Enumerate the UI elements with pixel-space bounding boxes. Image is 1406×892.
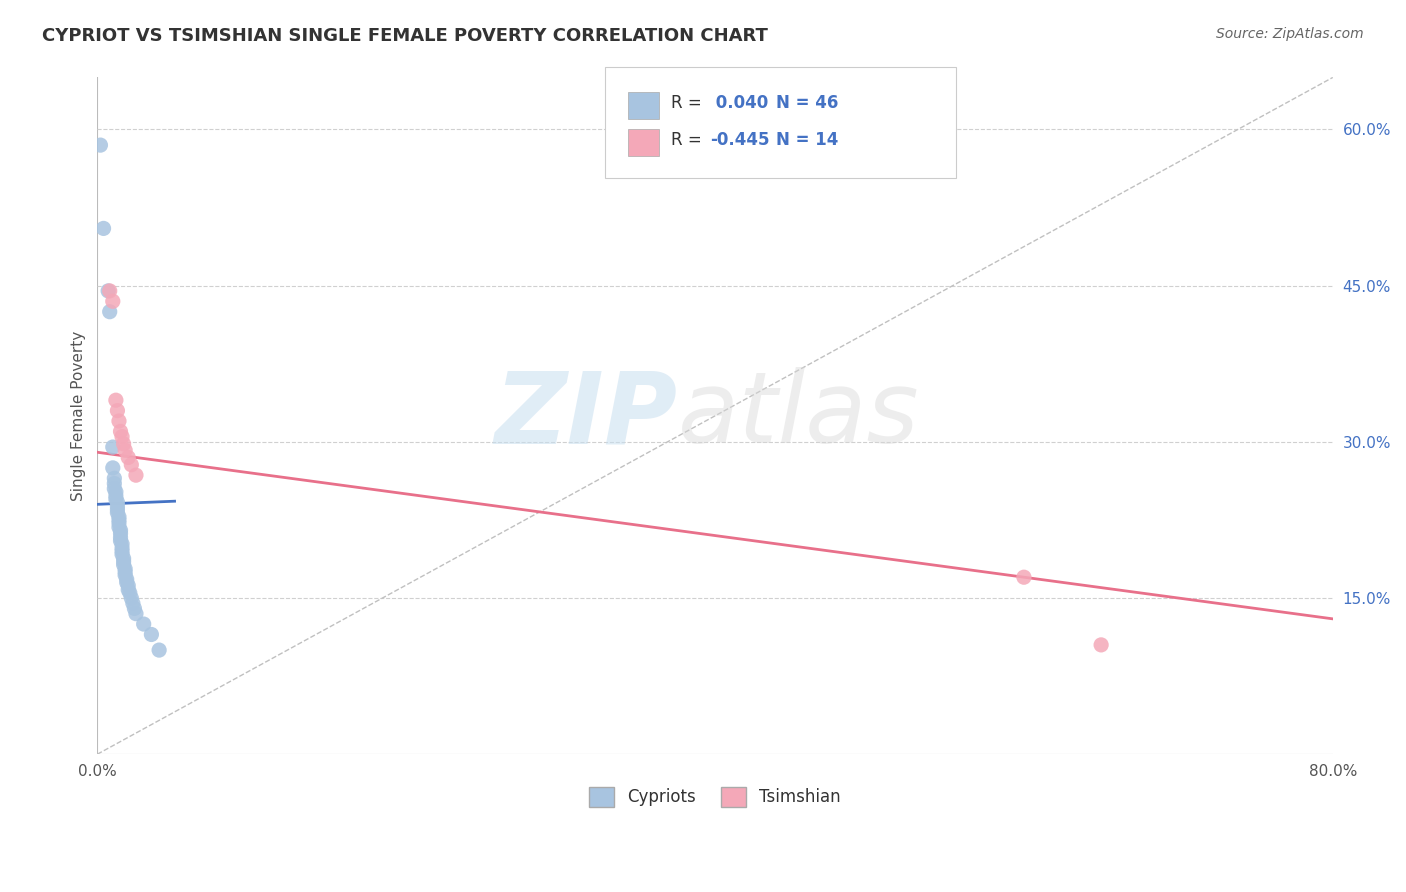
Point bbox=[117, 582, 139, 597]
Text: Source: ZipAtlas.com: Source: ZipAtlas.com bbox=[1216, 27, 1364, 41]
Point bbox=[114, 565, 136, 579]
Point bbox=[1012, 570, 1035, 584]
Text: CYPRIOT VS TSIMSHIAN SINGLE FEMALE POVERTY CORRELATION CHART: CYPRIOT VS TSIMSHIAN SINGLE FEMALE POVER… bbox=[42, 27, 768, 45]
Point bbox=[101, 461, 124, 475]
Point bbox=[125, 607, 148, 621]
Point bbox=[98, 304, 121, 318]
Point bbox=[108, 520, 131, 534]
Point bbox=[103, 476, 125, 491]
Point bbox=[141, 627, 163, 641]
Point bbox=[132, 617, 155, 632]
Point bbox=[114, 568, 136, 582]
Point bbox=[104, 489, 127, 503]
Text: R =: R = bbox=[671, 131, 707, 149]
Point bbox=[107, 506, 129, 520]
Point bbox=[120, 591, 142, 605]
Point bbox=[112, 558, 135, 572]
Point bbox=[107, 403, 129, 417]
Point bbox=[112, 437, 135, 451]
Point bbox=[148, 643, 170, 657]
Point bbox=[125, 468, 148, 483]
Text: N = 14: N = 14 bbox=[776, 131, 838, 149]
Y-axis label: Single Female Poverty: Single Female Poverty bbox=[72, 331, 86, 501]
Point bbox=[111, 430, 134, 444]
Point bbox=[108, 513, 131, 527]
Point bbox=[110, 531, 132, 545]
Point bbox=[103, 482, 125, 496]
Point bbox=[110, 526, 132, 541]
Point bbox=[104, 393, 127, 408]
Point bbox=[107, 502, 129, 516]
Point bbox=[108, 414, 131, 428]
Point bbox=[114, 562, 136, 576]
Point bbox=[111, 541, 134, 555]
Point bbox=[104, 484, 127, 499]
Point bbox=[110, 425, 132, 439]
Text: N = 46: N = 46 bbox=[776, 94, 838, 112]
Point bbox=[104, 492, 127, 507]
Point bbox=[107, 495, 129, 509]
Point bbox=[101, 294, 124, 309]
Point bbox=[118, 586, 141, 600]
Point bbox=[120, 458, 142, 472]
Point bbox=[114, 443, 136, 458]
Point bbox=[108, 516, 131, 530]
Point bbox=[115, 575, 138, 590]
Text: 0.040: 0.040 bbox=[710, 94, 768, 112]
Point bbox=[117, 578, 139, 592]
Point bbox=[108, 509, 131, 524]
Point bbox=[115, 572, 138, 586]
Text: R =: R = bbox=[671, 94, 707, 112]
Text: atlas: atlas bbox=[678, 368, 920, 465]
Point bbox=[101, 440, 124, 454]
Point bbox=[124, 601, 146, 615]
Point bbox=[89, 138, 111, 153]
Point bbox=[111, 547, 134, 561]
Point bbox=[110, 524, 132, 538]
Point bbox=[1090, 638, 1112, 652]
Text: -0.445: -0.445 bbox=[710, 131, 769, 149]
Point bbox=[110, 533, 132, 548]
Legend: Cypriots, Tsimshian: Cypriots, Tsimshian bbox=[582, 780, 848, 814]
Point bbox=[93, 221, 115, 235]
Point bbox=[112, 551, 135, 566]
Point bbox=[107, 500, 129, 514]
Point bbox=[103, 471, 125, 485]
Point bbox=[117, 450, 139, 465]
Point bbox=[122, 596, 145, 610]
Point bbox=[98, 284, 121, 298]
Point bbox=[112, 555, 135, 569]
Point bbox=[111, 537, 134, 551]
Point bbox=[97, 284, 120, 298]
Point bbox=[111, 544, 134, 558]
Text: ZIP: ZIP bbox=[495, 368, 678, 465]
